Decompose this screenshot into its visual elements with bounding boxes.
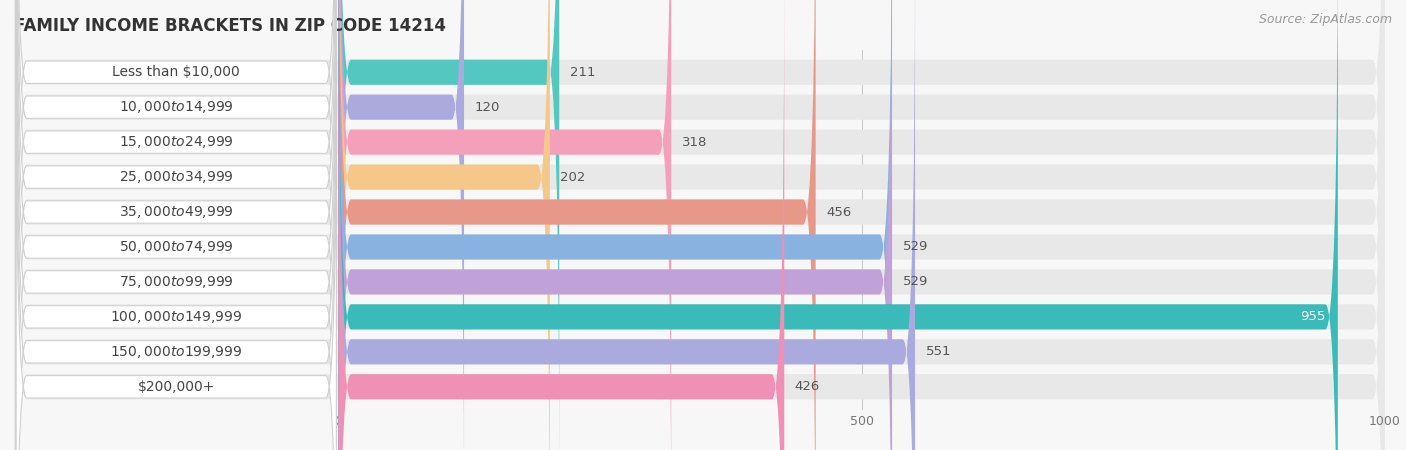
Text: 318: 318 — [682, 135, 707, 148]
Text: $100,000 to $149,999: $100,000 to $149,999 — [110, 309, 242, 325]
Text: 955: 955 — [1301, 310, 1326, 324]
Text: 211: 211 — [569, 66, 595, 79]
Text: 456: 456 — [827, 206, 852, 219]
Text: $50,000 to $74,999: $50,000 to $74,999 — [120, 239, 233, 255]
FancyBboxPatch shape — [15, 0, 336, 410]
Text: 529: 529 — [903, 240, 928, 253]
Text: $10,000 to $14,999: $10,000 to $14,999 — [120, 99, 233, 115]
Text: 426: 426 — [794, 380, 820, 393]
FancyBboxPatch shape — [15, 0, 336, 450]
FancyBboxPatch shape — [14, 0, 1385, 450]
FancyBboxPatch shape — [14, 0, 1385, 450]
Text: FAMILY INCOME BRACKETS IN ZIP CODE 14214: FAMILY INCOME BRACKETS IN ZIP CODE 14214 — [14, 17, 446, 35]
FancyBboxPatch shape — [14, 0, 1385, 450]
FancyBboxPatch shape — [339, 0, 560, 450]
FancyBboxPatch shape — [339, 0, 464, 450]
FancyBboxPatch shape — [15, 0, 336, 450]
Text: Source: ZipAtlas.com: Source: ZipAtlas.com — [1258, 14, 1392, 27]
FancyBboxPatch shape — [339, 0, 915, 450]
Text: $150,000 to $199,999: $150,000 to $199,999 — [110, 344, 242, 360]
FancyBboxPatch shape — [14, 0, 1385, 450]
Text: $200,000+: $200,000+ — [138, 380, 215, 394]
FancyBboxPatch shape — [15, 0, 336, 450]
Text: 551: 551 — [925, 345, 950, 358]
FancyBboxPatch shape — [14, 0, 1385, 450]
FancyBboxPatch shape — [15, 0, 336, 450]
FancyBboxPatch shape — [14, 0, 1385, 450]
FancyBboxPatch shape — [339, 0, 785, 450]
FancyBboxPatch shape — [339, 0, 1339, 450]
FancyBboxPatch shape — [14, 0, 1385, 450]
FancyBboxPatch shape — [339, 0, 891, 450]
FancyBboxPatch shape — [339, 0, 550, 450]
Text: $75,000 to $99,999: $75,000 to $99,999 — [120, 274, 233, 290]
FancyBboxPatch shape — [14, 0, 1385, 450]
Text: 529: 529 — [903, 275, 928, 288]
Text: $15,000 to $24,999: $15,000 to $24,999 — [120, 134, 233, 150]
FancyBboxPatch shape — [14, 0, 1385, 450]
Text: $35,000 to $49,999: $35,000 to $49,999 — [120, 204, 233, 220]
FancyBboxPatch shape — [14, 0, 1385, 450]
FancyBboxPatch shape — [339, 0, 671, 450]
Text: $25,000 to $34,999: $25,000 to $34,999 — [120, 169, 233, 185]
Text: Less than $10,000: Less than $10,000 — [112, 65, 240, 79]
FancyBboxPatch shape — [339, 0, 815, 450]
FancyBboxPatch shape — [15, 0, 336, 450]
FancyBboxPatch shape — [339, 0, 891, 450]
FancyBboxPatch shape — [15, 14, 336, 450]
FancyBboxPatch shape — [15, 0, 336, 446]
Text: 120: 120 — [474, 101, 501, 114]
FancyBboxPatch shape — [15, 49, 336, 450]
Text: 202: 202 — [561, 171, 586, 184]
FancyBboxPatch shape — [15, 0, 336, 450]
